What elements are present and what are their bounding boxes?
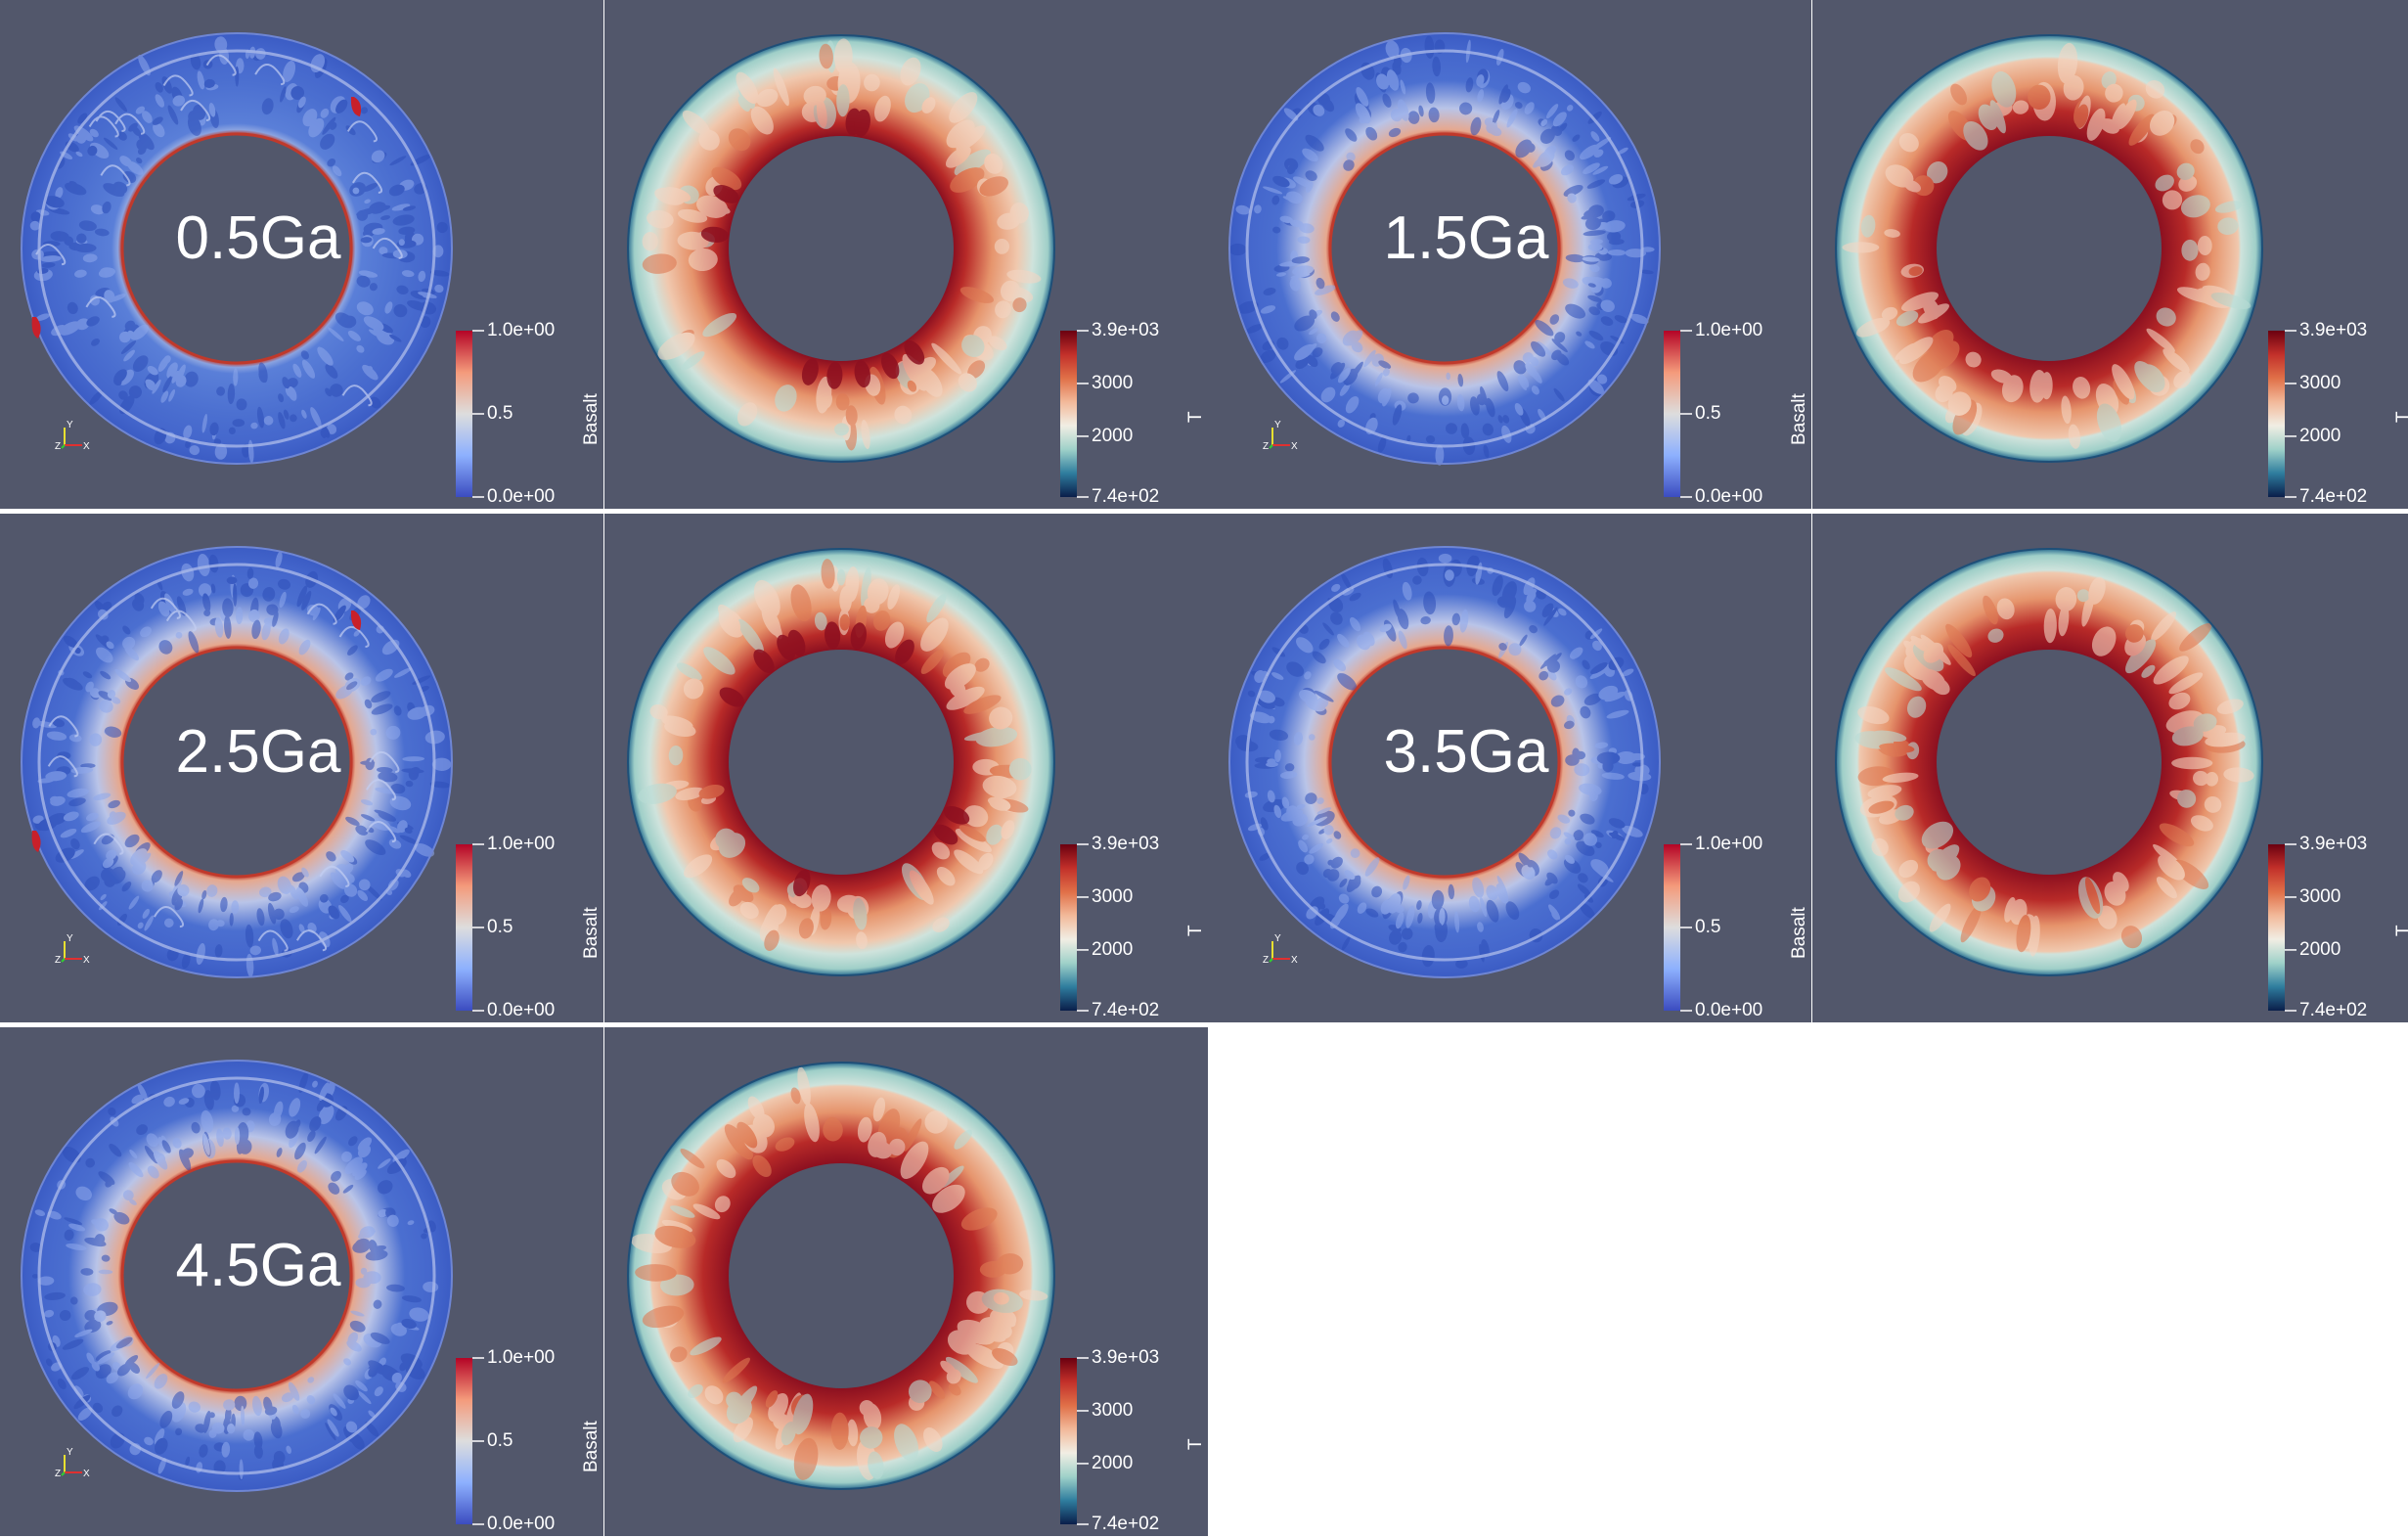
colorbar-tick-label: 0.5 bbox=[487, 403, 513, 424]
svg-text:X: X bbox=[83, 955, 90, 966]
colorbar-tick-label: 7.4e+02 bbox=[1092, 486, 1160, 507]
colorbar-tick-label: 0.5 bbox=[487, 1430, 513, 1451]
colorbar-tick-label: 3.9e+03 bbox=[1092, 834, 1160, 854]
colorbar-tick-label: 7.4e+02 bbox=[2299, 486, 2368, 507]
colorbar-tick-label: 3000 bbox=[1092, 1399, 1134, 1421]
colorbar-tick-label: 2000 bbox=[2299, 425, 2341, 446]
colorbar-tick-label: 0.5 bbox=[1695, 917, 1721, 937]
colorbar-tick-label: 0.0e+00 bbox=[1695, 486, 1763, 507]
temperature-panel: 3.9e+03 3000 2000 7.4e+02 T bbox=[1812, 514, 2408, 1022]
colorbar-gradient bbox=[1664, 331, 1680, 497]
svg-text:Z: Z bbox=[1263, 955, 1269, 966]
colorbar-tick-label: 1.0e+00 bbox=[1695, 834, 1763, 854]
svg-text:Y: Y bbox=[67, 420, 73, 430]
colorbar-gradient bbox=[2268, 844, 2285, 1011]
colorbar-gradient bbox=[456, 844, 472, 1011]
colorbar-gradient bbox=[1060, 1358, 1077, 1524]
colorbar-title: T bbox=[2393, 411, 2408, 423]
svg-text:Z: Z bbox=[55, 955, 61, 966]
temperature-panel: 3.9e+03 3000 2000 7.4e+02 T bbox=[604, 514, 1208, 1022]
basalt-panel: Y X Z 1.5Ga 1.0e+00 0.5 0.0e+00 Basalt bbox=[1208, 0, 1811, 509]
snapshot-age-label: 3.5Ga bbox=[1383, 718, 1549, 786]
colorbar-tick-label: 3.9e+03 bbox=[1092, 320, 1160, 340]
svg-text:Y: Y bbox=[1274, 420, 1281, 430]
basalt-panel: Y X Z 2.5Ga 1.0e+00 0.5 0.0e+00 Basalt bbox=[0, 514, 603, 1022]
orientation-axes-icon: YX Z bbox=[1263, 933, 1298, 966]
temperature-panel: 3.9e+03 3000 2000 7.4e+02 T bbox=[1812, 0, 2408, 509]
snapshot-age-label: 4.5Ga bbox=[175, 1232, 341, 1299]
colorbar-tick-label: 3.9e+03 bbox=[1092, 1347, 1160, 1368]
colorbar-tick-label: 1.0e+00 bbox=[487, 320, 556, 340]
colorbar-tick-label: 3000 bbox=[1092, 372, 1134, 393]
colorbar-gradient bbox=[1060, 331, 1077, 497]
colorbar-tick-label: 7.4e+02 bbox=[1092, 1514, 1160, 1534]
svg-text:X: X bbox=[83, 1469, 90, 1479]
colorbar-tick-label: 3000 bbox=[2299, 372, 2341, 393]
svg-text:X: X bbox=[1291, 441, 1298, 452]
colorbar-tick-label: 3.9e+03 bbox=[2299, 834, 2368, 854]
colorbar-tick-label: 7.4e+02 bbox=[2299, 1000, 2368, 1020]
colorbar-tick-label: 3000 bbox=[2299, 885, 2341, 907]
colorbar-tick-label: 2000 bbox=[2299, 938, 2341, 960]
colorbar-tick-label: 2000 bbox=[1092, 425, 1134, 446]
snapshot-age-label: 2.5Ga bbox=[175, 718, 341, 786]
colorbar-gradient bbox=[1664, 844, 1680, 1011]
colorbar-title: Basalt bbox=[1789, 907, 1809, 959]
colorbar-gradient bbox=[456, 1358, 472, 1524]
colorbar-tick-label: 1.0e+00 bbox=[487, 1347, 556, 1368]
colorbar-title: Basalt bbox=[581, 1421, 602, 1472]
colorbar-gradient bbox=[456, 331, 472, 497]
colorbar-tick-label: 2000 bbox=[1092, 1452, 1134, 1473]
colorbar-tick-label: 0.5 bbox=[1695, 403, 1721, 424]
colorbar-tick-label: 3.9e+03 bbox=[2299, 320, 2368, 340]
svg-text:Y: Y bbox=[67, 1447, 73, 1458]
colorbar-gradient bbox=[1060, 844, 1077, 1011]
colorbar-title: Basalt bbox=[581, 393, 602, 445]
svg-text:Z: Z bbox=[1263, 441, 1269, 452]
colorbar-tick-label: 1.0e+00 bbox=[487, 834, 556, 854]
svg-text:X: X bbox=[83, 441, 90, 452]
colorbar-tick-label: 0.0e+00 bbox=[487, 1514, 556, 1534]
colorbar-title: Basalt bbox=[1789, 393, 1809, 445]
colorbar-tick-label: 2000 bbox=[1092, 938, 1134, 960]
svg-text:Z: Z bbox=[55, 1469, 61, 1479]
basalt-panel: Y X Z 0.5Ga 1.0e+00 0.5 0.0e+00 Basalt bbox=[0, 0, 603, 509]
colorbar-tick-label: 0.0e+00 bbox=[487, 1000, 556, 1020]
basalt-panel: Y X Z 3.5Ga 1.0e+00 0.5 0.0e+00 Basalt bbox=[1208, 514, 1811, 1022]
colorbar-tick-label: 7.4e+02 bbox=[1092, 1000, 1160, 1020]
colorbar-title: T bbox=[1185, 1438, 1206, 1450]
colorbar-gradient bbox=[2268, 331, 2285, 497]
svg-text:X: X bbox=[1291, 955, 1298, 966]
colorbar-title: Basalt bbox=[581, 907, 602, 959]
colorbar-tick-label: 0.0e+00 bbox=[487, 486, 556, 507]
basalt-panel: Y X Z 4.5Ga 1.0e+00 0.5 0.0e+00 Basalt bbox=[0, 1027, 603, 1536]
colorbar-title: T bbox=[1185, 411, 1206, 423]
svg-text:Y: Y bbox=[67, 933, 73, 944]
snapshot-age-label: 0.5Ga bbox=[175, 204, 341, 272]
colorbar-tick-label: 0.0e+00 bbox=[1695, 1000, 1763, 1020]
svg-text:Z: Z bbox=[55, 441, 61, 452]
orientation-axes-icon: Y X Z bbox=[55, 420, 90, 452]
colorbar-tick-label: 1.0e+00 bbox=[1695, 320, 1763, 340]
orientation-axes-icon: Y X Z bbox=[55, 1447, 90, 1479]
orientation-axes-icon: YX Z bbox=[55, 933, 90, 966]
temperature-panel: 3.9e+03 3000 2000 7.4e+02 T bbox=[604, 1027, 1208, 1536]
orientation-axes-icon: Y X Z bbox=[1263, 420, 1298, 452]
snapshot-age-label: 1.5Ga bbox=[1383, 204, 1549, 272]
colorbar-tick-label: 0.5 bbox=[487, 917, 513, 937]
colorbar-tick-label: 3000 bbox=[1092, 885, 1134, 907]
colorbar-title: T bbox=[2393, 925, 2408, 936]
svg-text:Y: Y bbox=[1274, 933, 1281, 944]
colorbar-title: T bbox=[1185, 925, 1206, 936]
temperature-panel: 3.9e+03 3000 2000 7.4e+02 T bbox=[604, 0, 1208, 509]
